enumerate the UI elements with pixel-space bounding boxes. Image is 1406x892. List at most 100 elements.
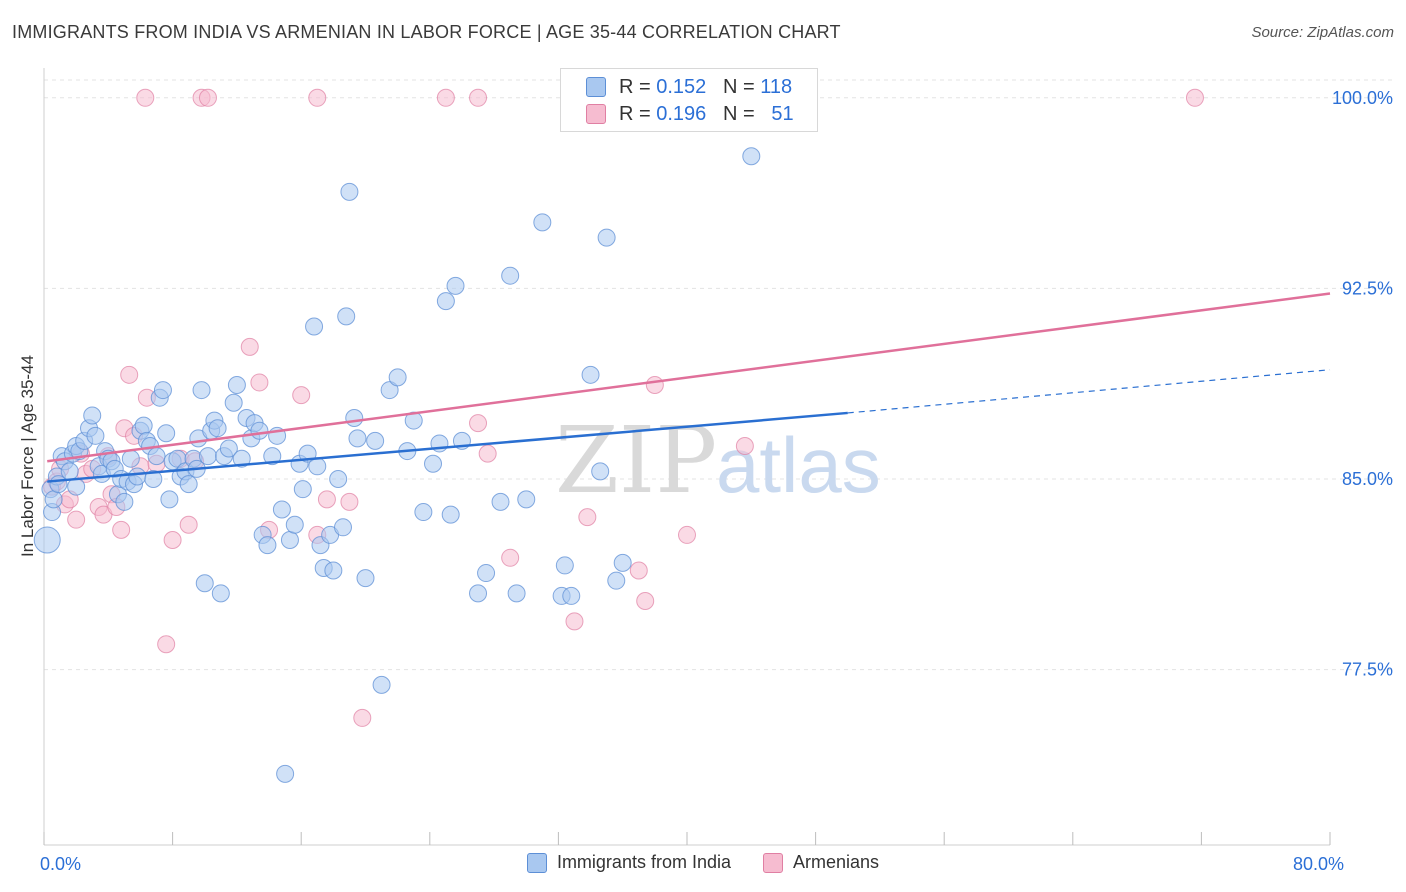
india-point	[436, 292, 455, 311]
india-point	[380, 381, 399, 400]
india-point	[293, 480, 312, 499]
watermark: ZIP atlas	[555, 407, 881, 514]
india-point	[44, 490, 63, 509]
india-trend-extension	[847, 369, 1331, 414]
india-point	[263, 447, 282, 466]
armenian-point	[565, 612, 584, 631]
india-point	[276, 764, 295, 783]
india-n-label: N =	[722, 75, 755, 98]
india-point	[305, 317, 324, 336]
armenian-point	[578, 508, 597, 527]
legend-india-label: Immigrants from India	[556, 852, 731, 872]
armenian-point	[636, 592, 655, 611]
armenian-point	[353, 708, 372, 727]
y-tick-label: 85.0%	[1342, 469, 1393, 489]
watermark-zip: ZIP	[555, 407, 717, 514]
armenian-r-value: 0.196	[656, 102, 707, 125]
india-point	[195, 574, 214, 593]
legend-item-india[interactable]: Immigrants from India	[526, 852, 731, 873]
india-point	[333, 518, 352, 537]
india-point	[477, 564, 496, 583]
axes	[43, 68, 1331, 846]
india-point	[134, 416, 153, 435]
india-point	[128, 467, 147, 486]
india-point	[192, 381, 211, 400]
armenian-r-label: R =	[619, 102, 651, 125]
india-r-value: 0.152	[656, 75, 707, 98]
armenian-point	[317, 490, 336, 509]
india-point	[414, 503, 433, 522]
chart-title: IMMIGRANTS FROM INDIA VS ARMENIAN IN LAB…	[12, 22, 841, 42]
armenian-point	[340, 492, 359, 511]
india-point	[153, 381, 172, 400]
india-point	[372, 675, 391, 694]
india-point	[562, 586, 581, 605]
india-point	[345, 409, 364, 428]
armenian-point	[629, 561, 648, 580]
armenian-point	[735, 436, 754, 455]
india-point	[160, 490, 179, 509]
india-point	[742, 147, 761, 166]
india-point	[337, 307, 356, 326]
armenian-point	[308, 88, 327, 107]
india-point	[280, 531, 299, 550]
india-point	[86, 426, 105, 445]
armenian-point	[250, 373, 269, 392]
india-point	[60, 462, 79, 481]
india-point	[348, 429, 367, 448]
india-point	[83, 406, 102, 425]
india-point	[517, 490, 536, 509]
india-point	[115, 492, 134, 511]
armenian-point	[240, 337, 259, 356]
india-point	[308, 457, 327, 476]
india-n-value: 118	[760, 75, 793, 98]
x-tick-label: 80.0%	[1293, 854, 1344, 874]
armenian-point	[501, 548, 520, 567]
source-label: Source: ZipAtlas.com	[1251, 24, 1394, 41]
armenian-point	[163, 531, 182, 550]
india-point	[581, 365, 600, 384]
armenian-point	[198, 88, 217, 107]
armenian-point	[157, 635, 176, 654]
india-point	[285, 515, 304, 534]
armenian-point	[678, 525, 696, 544]
armenian-point	[120, 365, 139, 384]
india-point	[258, 536, 277, 555]
india-point	[227, 375, 246, 394]
y-tick-label: 77.5%	[1342, 660, 1393, 680]
tick-labels: 100.0% 92.5% 85.0% 77.5% 0.0% 80.0%	[40, 88, 1393, 874]
legend-india-swatch	[526, 852, 547, 873]
india-point	[507, 584, 526, 603]
armenian-point	[292, 386, 311, 405]
india-point	[555, 556, 574, 575]
stats-legend-box: R = 0.152 N = 118 R = 0.196 N = 51	[560, 68, 818, 132]
armenian-point	[1185, 88, 1204, 107]
armenian-swatch	[586, 104, 606, 124]
india-point	[147, 447, 166, 466]
india-point	[144, 470, 163, 489]
legend-armenian-label: Armenians	[793, 852, 880, 872]
y-tick-label: 92.5%	[1342, 278, 1393, 298]
india-point	[324, 561, 343, 580]
armenian-point	[436, 88, 455, 107]
india-point	[179, 475, 198, 494]
india-point	[157, 424, 176, 443]
india-trend-line	[47, 411, 848, 483]
india-point	[597, 228, 616, 247]
india-point	[607, 571, 626, 590]
india-point	[33, 526, 61, 554]
india-point	[424, 454, 443, 473]
india-point	[446, 276, 465, 295]
india-point	[272, 500, 291, 519]
india-point	[121, 449, 140, 468]
india-point	[232, 449, 251, 468]
india-point	[366, 431, 385, 450]
india-point	[491, 492, 510, 511]
india-points	[33, 88, 761, 783]
y-tick-label: 100.0%	[1332, 88, 1393, 108]
armenian-point	[112, 520, 131, 539]
india-point	[219, 439, 238, 458]
india-point	[441, 505, 460, 524]
legend-item-armenian[interactable]: Armenians	[763, 852, 879, 873]
armenian-n-value: 51	[771, 102, 794, 125]
